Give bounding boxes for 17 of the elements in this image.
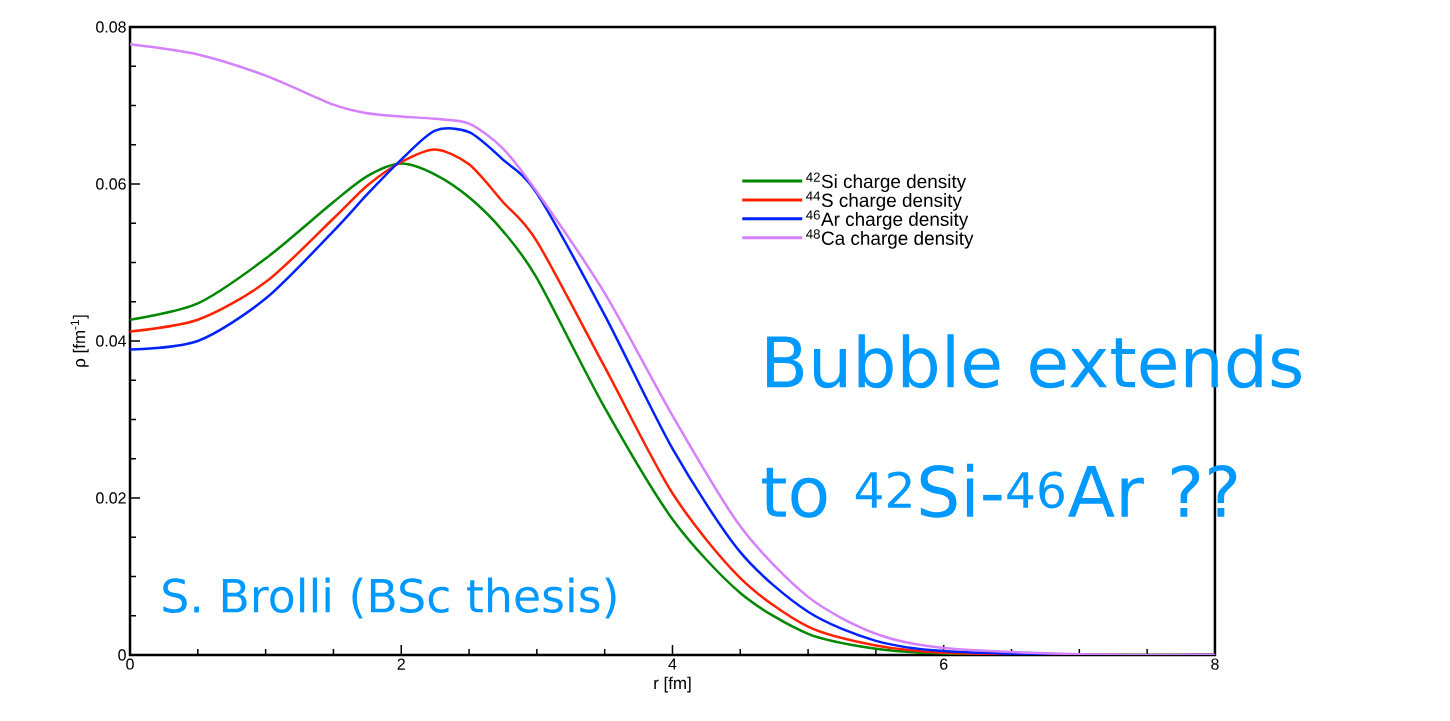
legend-label: $^{44}$S charge density — [806, 191, 962, 211]
y-axis-title: ρ [fm$^{-1}$] — [70, 315, 89, 367]
x-tick-label: 2 — [397, 658, 405, 670]
legend-label: $^{48}$Ca charge density — [806, 229, 974, 249]
legend-label: $^{42}$Si charge density — [806, 172, 967, 192]
x-tick-label: 6 — [940, 658, 948, 670]
y-tick-label: 0.04 — [96, 335, 127, 347]
x-axis-title: r [fm] — [654, 676, 691, 693]
x-tick-label: 8 — [1211, 658, 1219, 670]
y-tick-label: 0.06 — [96, 178, 126, 190]
legend-label: $^{46}$Ar charge density — [806, 210, 969, 230]
x-tick-label: 0 — [126, 658, 134, 670]
y-tick-label: 0 — [118, 649, 126, 661]
y-tick-label: 0.02 — [96, 492, 126, 504]
y-tick-label: 0.08 — [96, 21, 126, 33]
annotation: S. Brolli (BSc thesis) — [163, 577, 616, 619]
x-tick-label: 4 — [668, 658, 677, 670]
